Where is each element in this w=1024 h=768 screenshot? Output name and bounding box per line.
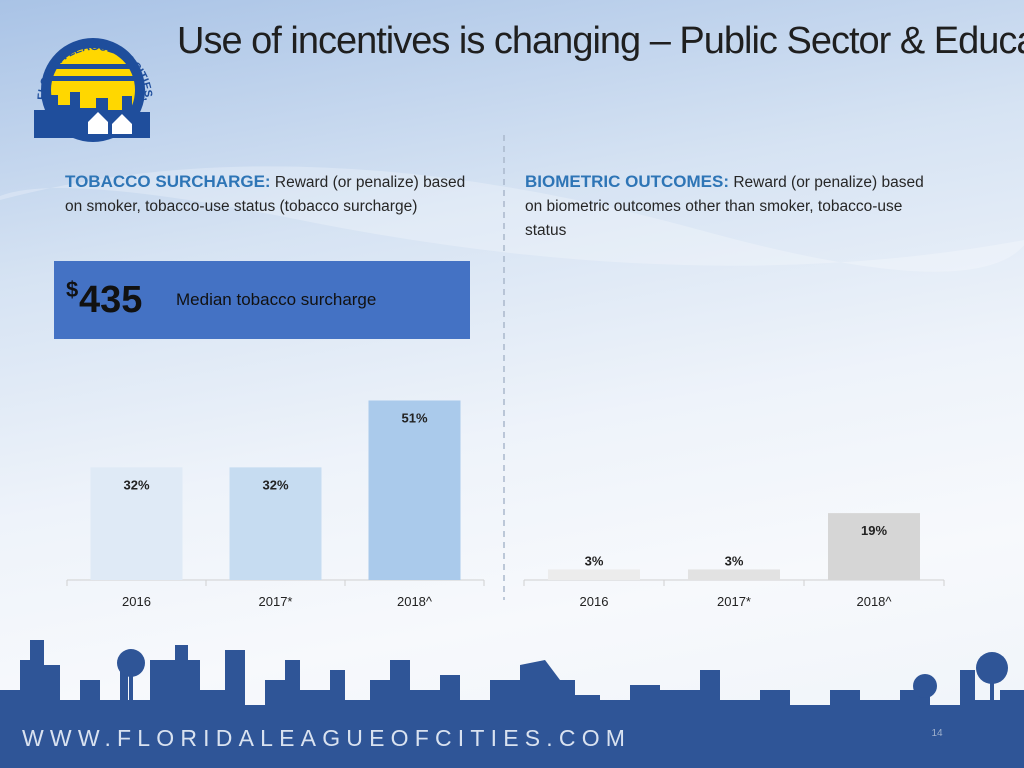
right-description: BIOMETRIC OUTCOMES: Reward (or penalize)… [525, 170, 945, 243]
value-label: 3% [725, 553, 744, 568]
bar [90, 467, 183, 580]
page-number: 14 [931, 728, 943, 739]
bar [229, 467, 322, 580]
slide-title: Use of incentives is changing – Public S… [177, 20, 1024, 62]
callout-box: $ 435 Median tobacco surcharge [54, 261, 470, 339]
x-tick-label: 2017* [259, 594, 293, 609]
bar [828, 513, 920, 580]
callout-symbol: $ [66, 277, 79, 302]
x-tick-label: 2017* [717, 594, 751, 609]
bar [368, 400, 461, 580]
callout-amount: 435 [79, 279, 143, 321]
x-tick-label: 2018^ [397, 594, 433, 609]
callout-label: Median tobacco surcharge [176, 290, 377, 309]
bg-swoosh [0, 160, 1024, 272]
logo: FLORIDA LEAGUE OF CITIES, INC. [0, 0, 154, 142]
left-text: Reward (or penalize) based on smoker, to… [65, 174, 466, 215]
x-tick-label: 2016 [580, 594, 609, 609]
right-text: Reward (or penalize) based on biometric … [525, 174, 924, 239]
right-heading: BIOMETRIC OUTCOMES: [525, 172, 729, 191]
bar [548, 569, 640, 580]
left-heading: TOBACCO SURCHARGE: [65, 172, 271, 191]
bar [688, 569, 780, 580]
value-label: 32% [123, 477, 149, 492]
x-tick-label: 2016 [122, 594, 151, 609]
value-label: 51% [401, 410, 427, 425]
value-label: 32% [262, 477, 288, 492]
value-label: 19% [861, 523, 887, 538]
x-tick-label: 2018^ [856, 594, 892, 609]
palm-trees [117, 649, 1008, 718]
skyline [0, 640, 1024, 768]
footer-url: WWW.FLORIDALEAGUEOFCITIES.COM [22, 725, 631, 751]
value-label: 3% [585, 553, 604, 568]
left-description: TOBACCO SURCHARGE: Reward (or penalize) … [65, 170, 485, 219]
